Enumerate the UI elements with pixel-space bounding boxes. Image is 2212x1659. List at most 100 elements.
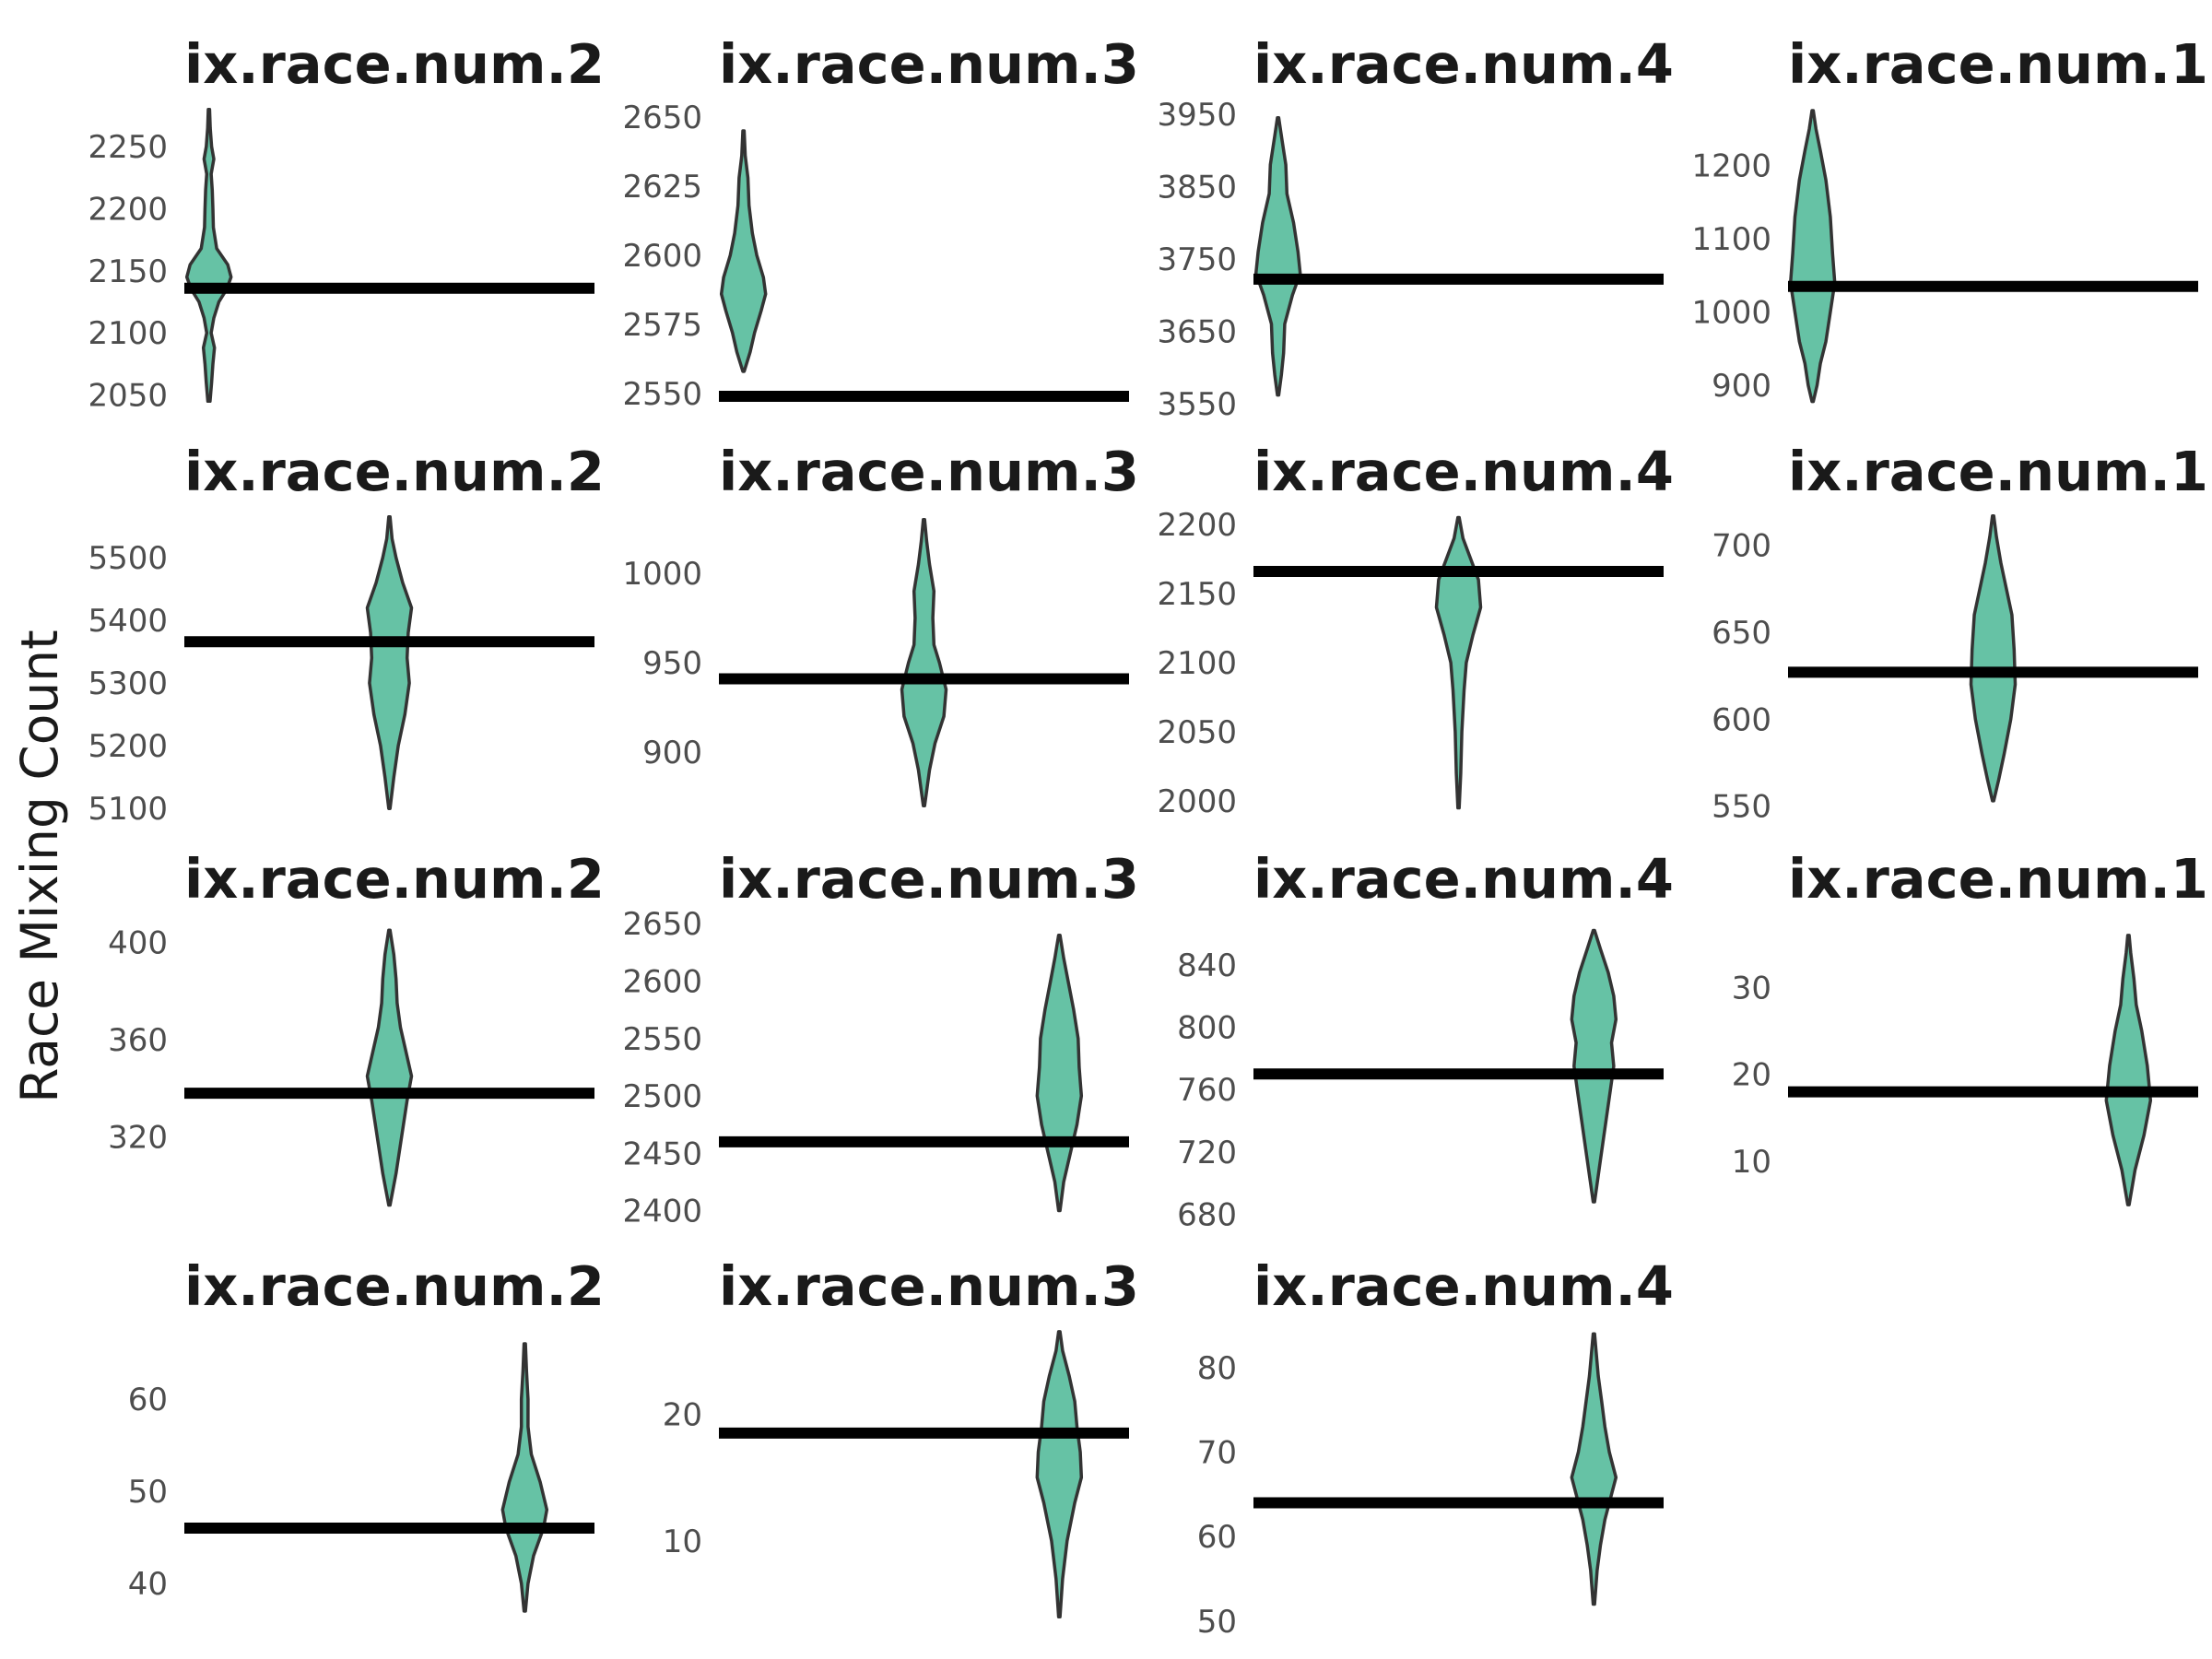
y-tick-label: 2250 [88, 129, 168, 166]
panel-title: ix.race.num.2 [184, 847, 605, 911]
y-tick-label: 1200 [1691, 148, 1771, 185]
y-tick-label: 700 [1712, 528, 1771, 565]
panel-title: ix.race.num.4 [1253, 1254, 1674, 1318]
violin-shape [365, 928, 414, 1207]
panel-8: ix.race.num.1 550 600 650 700 [1712, 440, 2208, 826]
y-tick-label: 3750 [1157, 241, 1237, 278]
y-tick-label: 800 [1177, 1009, 1237, 1046]
panel-title: ix.race.num.1 [1788, 32, 2208, 96]
y-tick-label: 320 [108, 1120, 168, 1157]
panel-title: ix.race.num.3 [719, 440, 1139, 503]
violin-shape [719, 129, 768, 373]
violin-shape [2104, 934, 2153, 1206]
y-tick-label: 5300 [88, 665, 168, 702]
panel-6: ix.race.num.3 900 950 1000 [622, 440, 1139, 808]
y-tick-label: 840 [1177, 947, 1237, 984]
panel-2: ix.race.num.3 2550 2575 2600 2625 2650 [622, 32, 1139, 413]
y-tick-label: 550 [1712, 789, 1771, 826]
y-tick-label: 2500 [622, 1078, 702, 1115]
panel-title: ix.race.num.1 [1788, 440, 2208, 503]
y-tick-label: 5400 [88, 603, 168, 640]
panel-12: ix.race.num.1 10 20 30 [1732, 847, 2208, 1206]
y-tick-label: 60 [128, 1382, 168, 1418]
panel-4: ix.race.num.1 900 1000 1100 1200 [1691, 32, 2208, 405]
violin-shape [184, 107, 233, 404]
y-tick-label: 2650 [622, 100, 702, 136]
y-tick-label: 900 [642, 735, 702, 771]
panel-title: ix.race.num.3 [719, 1254, 1139, 1318]
panel-10: ix.race.num.3 2400 2450 2500 2550 2600 2650 [622, 847, 1139, 1230]
panel-title: ix.race.num.4 [1253, 847, 1674, 911]
y-tick-label: 1100 [1691, 221, 1771, 258]
y-tick-label: 3650 [1157, 314, 1237, 351]
panel-15: ix.race.num.4 50 60 70 80 [1197, 1254, 1674, 1641]
y-tick-label: 50 [1197, 1604, 1237, 1641]
y-tick-label: 2000 [1157, 783, 1237, 820]
y-tick-label: 2450 [622, 1135, 702, 1172]
y-tick-label: 600 [1712, 701, 1771, 738]
y-tick-label: 3950 [1157, 97, 1237, 134]
panel-3: ix.race.num.4 3550 3650 3750 3850 3950 [1157, 32, 1674, 423]
y-tick-label: 760 [1177, 1072, 1237, 1109]
y-tick-label: 2150 [88, 253, 168, 290]
y-tick-label: 60 [1197, 1519, 1237, 1556]
y-tick-label: 1000 [622, 556, 702, 593]
violin-shape [900, 517, 948, 808]
panel-title: ix.race.num.2 [184, 32, 605, 96]
y-tick-label: 400 [108, 924, 168, 961]
panel-title: ix.race.num.1 [1788, 847, 2208, 911]
y-tick-label: 2600 [622, 238, 702, 275]
violin-shape [1570, 1332, 1618, 1606]
y-tick-label: 2050 [1157, 714, 1237, 751]
panel-14: ix.race.num.3 10 20 [663, 1254, 1139, 1619]
y-tick-label: 20 [1732, 1057, 1771, 1094]
y-tick-label: 2625 [622, 169, 702, 206]
y-tick-label: 2050 [88, 378, 168, 415]
violin-shape [1570, 928, 1618, 1204]
panels-grid: ix.race.num.220502100215022002250ix.race… [88, 32, 2208, 1641]
y-tick-label: 2550 [622, 1021, 702, 1058]
y-tick-label: 1000 [1691, 295, 1771, 332]
panel-title: ix.race.num.2 [184, 1254, 605, 1318]
y-tick-label: 40 [128, 1566, 168, 1603]
y-tick-label: 2600 [622, 963, 702, 1000]
violin-shape [1969, 513, 2018, 803]
violin-shape [1035, 1330, 1084, 1619]
panel-13: ix.race.num.2 40 50 60 [128, 1254, 605, 1613]
y-axis-label: Race Mixing Count [10, 629, 69, 1102]
panel-title: ix.race.num.3 [719, 847, 1139, 911]
y-tick-label: 720 [1177, 1135, 1237, 1171]
y-tick-label: 2550 [622, 376, 702, 413]
violin-shape [1253, 115, 1302, 397]
violin-shape [500, 1342, 549, 1613]
y-tick-label: 5500 [88, 540, 168, 577]
y-tick-label: 5100 [88, 791, 168, 828]
y-tick-label: 2200 [1157, 507, 1237, 544]
panel-title: ix.race.num.2 [184, 440, 605, 503]
panel-7: ix.race.num.4 2000 2050 2100 2150 2200 [1157, 440, 1674, 820]
y-tick-label: 2575 [622, 307, 702, 344]
y-tick-label: 3850 [1157, 169, 1237, 206]
y-tick-label: 2150 [1157, 576, 1237, 613]
y-tick-label: 900 [1712, 368, 1771, 405]
violin-shape [1434, 515, 1483, 810]
y-tick-label: 70 [1197, 1435, 1237, 1472]
panel-title: ix.race.num.3 [719, 32, 1139, 96]
panel-title: ix.race.num.4 [1253, 32, 1674, 96]
violin-shape [365, 515, 414, 810]
y-tick-label: 50 [128, 1474, 168, 1511]
y-tick-label: 5200 [88, 728, 168, 765]
y-tick-label: 950 [642, 645, 702, 682]
y-tick-label: 2650 [622, 906, 702, 943]
panel-9: ix.race.num.2 320 360 400 [108, 847, 605, 1207]
y-tick-label: 2100 [1157, 645, 1237, 682]
y-tick-label: 10 [663, 1524, 702, 1560]
violin-shape [1035, 933, 1084, 1213]
panel-11: ix.race.num.4 680 720 760 800 840 [1177, 847, 1674, 1234]
panel-title: ix.race.num.4 [1253, 440, 1674, 503]
panel-1: ix.race.num.2 2050 2100 2150 2200 2250 [88, 32, 605, 415]
y-tick-label: 680 [1177, 1197, 1237, 1234]
y-tick-label: 2400 [622, 1194, 702, 1230]
violin-shape [1788, 109, 1837, 404]
y-tick-label: 2100 [88, 315, 168, 352]
